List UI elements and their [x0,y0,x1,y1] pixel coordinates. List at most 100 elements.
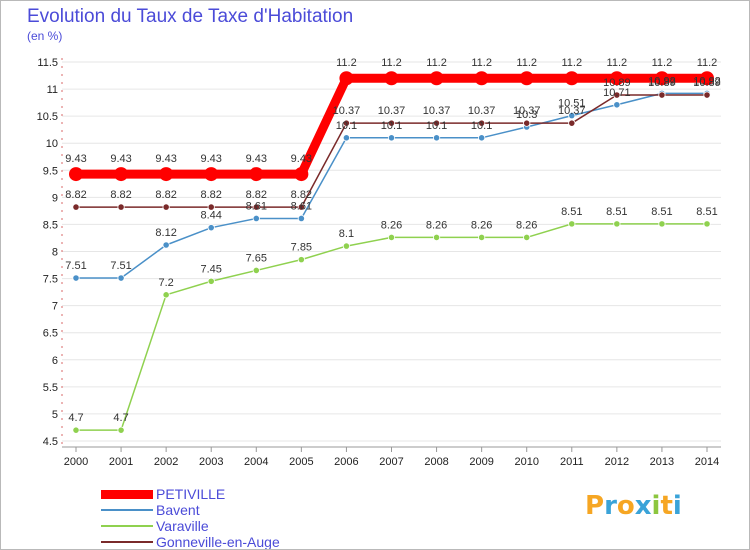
data-label: 8.26 [471,219,492,231]
data-point [342,119,351,127]
data-label: 10.1 [336,120,357,132]
data-label: 8.82 [155,189,176,201]
data-point [162,291,170,299]
data-point [387,119,396,127]
data-label: 10.37 [513,105,541,117]
data-point [339,71,354,86]
logo-letter: r [604,491,617,521]
data-label: 10.3 [516,109,537,121]
data-label: 8.82 [201,189,222,201]
data-label: 8.44 [201,210,222,222]
data-point [117,426,125,434]
data-point [700,71,714,86]
data-label: 8.82 [291,189,312,201]
data-point [114,167,129,182]
x-tick-label: 2008 [424,456,448,468]
legend-label-bavent: Bavent [156,502,200,518]
legend: PETIVILLE Bavent Varaville Gonneville-en… [101,486,280,550]
logo-letter: i [651,491,661,521]
data-point [613,220,621,228]
data-point [207,224,215,232]
data-point [117,203,125,211]
x-tick-label: 2009 [469,456,493,468]
data-label: 10.37 [468,105,496,117]
data-point [69,167,83,182]
data-label: 8.51 [606,206,627,218]
data-label: 11.2 [426,57,447,69]
data-label: 4.7 [113,412,128,424]
data-label: 9.43 [291,153,312,165]
legend-swatch-bavent [101,509,153,511]
data-label: 4.7 [68,412,83,424]
x-tick-label: 2005 [289,456,313,468]
y-tick-label: 7 [52,301,58,313]
legend-item-bavent: Bavent [101,502,280,518]
x-tick-label: 2000 [64,456,88,468]
y-tick-label: 8.5 [43,219,58,231]
data-point [72,274,80,282]
y-tick-label: 5.5 [43,382,58,394]
data-label: 11.2 [381,57,402,69]
y-tick-label: 10.5 [37,111,58,123]
y-tick-label: 8 [52,247,58,259]
data-point [297,256,305,264]
data-point [297,203,305,211]
data-label: 10.1 [471,120,492,132]
x-tick-label: 2014 [695,456,719,468]
data-point [658,220,666,228]
data-label: 11.2 [607,57,628,69]
data-label: 10.89 [648,77,676,89]
data-label: 10.92 [648,75,676,87]
data-point [568,119,576,127]
legend-swatch-petiville [101,489,153,499]
chart-title: Evolution du Taux de Taxe d'Habitation [27,6,354,27]
x-tick-label: 2007 [379,456,403,468]
data-point [384,71,399,86]
x-tick-label: 2003 [199,456,223,468]
data-label: 10.92 [693,75,721,87]
legend-item-varaville: Varaville [101,518,280,534]
data-label: 7.51 [65,260,86,272]
data-label: 10.89 [693,77,721,89]
data-point [207,277,215,285]
logo-letter: o [616,491,635,521]
data-point [252,203,260,211]
data-label: 11.2 [652,57,673,69]
data-point [613,101,621,109]
y-tick-label: 9 [52,192,58,204]
data-point [564,71,579,86]
data-point [523,233,531,242]
data-label: 8.51 [561,206,582,218]
data-label: 7.51 [110,260,131,272]
y-tick-label: 10 [46,138,58,150]
legend-label-gonneville: Gonneville-en-Auge [156,534,280,550]
data-label: 8.26 [426,219,447,231]
data-point [519,71,534,86]
logo-letter: P [585,491,605,521]
y-tick-label: 6 [52,355,58,367]
data-label: 10.37 [378,105,406,117]
y-tick-label: 5 [52,409,58,421]
data-point [249,167,264,182]
data-label: 10.71 [603,87,631,99]
data-point [342,134,351,142]
y-tick-label: 4.5 [43,436,58,448]
data-point [117,274,125,282]
data-label: 10.37 [333,105,361,117]
proxiti-logo: Proxiti [585,491,682,521]
data-label: 8.61 [291,200,312,212]
data-point [204,167,219,182]
data-label: 8.12 [155,227,176,239]
data-point [162,203,170,211]
x-tick-label: 2011 [560,456,584,468]
data-point [207,203,215,211]
data-label: 9.43 [65,153,86,165]
legend-label-varaville: Varaville [156,518,209,534]
data-label: 8.82 [246,189,267,201]
y-tick-label: 9.5 [43,165,58,177]
data-label: 8.26 [381,219,402,231]
legend-item-gonneville: Gonneville-en-Auge [101,534,280,550]
data-point [387,134,396,142]
